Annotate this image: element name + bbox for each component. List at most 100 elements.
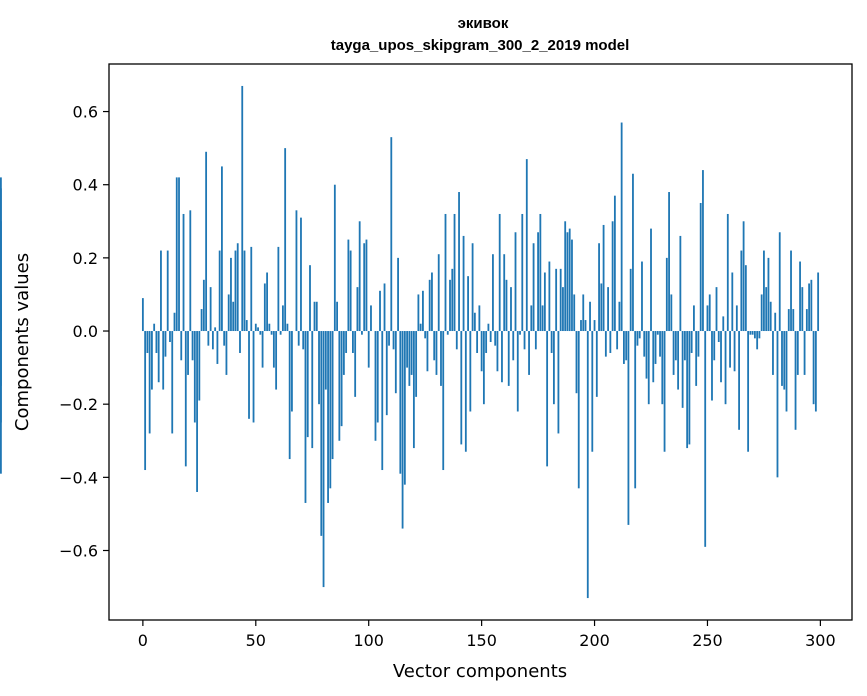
y-axis-ticks: −0.6 −0.4 −0.2 0.0 0.2 0.4 0.6 (59, 103, 109, 561)
bar-154 (489, 331, 492, 342)
bar-172 (530, 305, 533, 332)
bar-undefined (0, 331, 2, 474)
bar-49 (252, 331, 255, 423)
bar-212 (620, 122, 623, 332)
bar-90 (345, 331, 348, 353)
bar-290 (796, 331, 799, 375)
bar-194 (580, 320, 582, 332)
bar-26 (200, 309, 203, 332)
bar-155 (492, 254, 494, 332)
bar-293 (803, 331, 806, 375)
bar-225 (650, 228, 652, 332)
bar-7 (157, 331, 160, 383)
bar-139 (455, 331, 458, 350)
bar-273 (758, 331, 761, 339)
y-tick-label: −0.4 (59, 468, 98, 487)
bar-171 (528, 331, 530, 375)
bar-291 (799, 261, 801, 332)
bar-222 (643, 331, 646, 357)
bar-166 (516, 331, 519, 412)
bar-281 (776, 331, 779, 478)
bar-94 (354, 331, 357, 397)
bar-117 (406, 331, 409, 368)
bar-147 (473, 312, 476, 332)
bar-5 (153, 323, 156, 332)
bar-13 (171, 331, 174, 434)
x-axis-label: Vector components (393, 661, 567, 682)
bar-35 (221, 166, 223, 332)
bar-167 (519, 331, 521, 335)
bar-211 (618, 301, 621, 332)
bar-157 (496, 331, 499, 372)
bar-278 (769, 301, 772, 332)
bars-group (0, 85, 820, 599)
bar-31 (211, 331, 214, 350)
bar-176 (539, 213, 542, 332)
bar-80 (322, 331, 325, 588)
bar-168 (521, 213, 524, 332)
bar-16 (178, 177, 180, 332)
bar-129 (433, 331, 436, 361)
bar-57 (270, 331, 273, 335)
bar-51 (257, 327, 259, 332)
bar-46 (245, 320, 248, 332)
bar-261 (731, 272, 734, 332)
bar-219 (636, 331, 639, 346)
bar-92 (349, 250, 352, 332)
bar-43 (239, 331, 241, 353)
bar-91 (347, 239, 350, 332)
bar-180 (548, 261, 551, 332)
bar-36 (223, 331, 226, 346)
bar-192 (575, 331, 578, 394)
bar-41 (234, 250, 237, 332)
bar-9 (162, 331, 165, 390)
bar-169 (523, 331, 526, 350)
bar-40 (232, 301, 235, 332)
bar-196 (584, 320, 587, 332)
bar-105 (379, 290, 381, 332)
bar-137 (451, 268, 454, 332)
bar-116 (403, 331, 406, 485)
bar-270 (751, 331, 754, 335)
bar-177 (541, 305, 544, 332)
bar-181 (550, 331, 553, 353)
bar-110 (390, 137, 393, 332)
bar-263 (735, 305, 738, 332)
bar-224 (647, 331, 650, 405)
x-tick-label: 250 (692, 631, 723, 650)
bar-97 (361, 331, 363, 335)
bar-3 (148, 331, 151, 434)
bar-235 (672, 331, 675, 375)
plot-frame (108, 63, 853, 621)
bar-128 (431, 272, 433, 332)
x-tick-label: 200 (579, 631, 610, 650)
bar-193 (577, 331, 580, 489)
bar-266 (742, 221, 745, 332)
bar-87 (338, 331, 341, 441)
bar-186 (562, 287, 564, 332)
bar-78 (318, 331, 320, 405)
bar-183 (555, 268, 558, 332)
bar-134 (444, 213, 447, 332)
bar-159 (501, 331, 503, 383)
bar-153 (487, 323, 490, 332)
bar-210 (616, 331, 619, 350)
bar-298 (814, 331, 817, 412)
bar-56 (268, 323, 271, 332)
bar-151 (482, 331, 485, 405)
bar-111 (392, 331, 395, 350)
bar-48 (250, 246, 253, 332)
bar-132 (440, 331, 442, 386)
bar-44 (241, 85, 244, 332)
bar-120 (412, 331, 415, 449)
bar-18 (182, 213, 185, 332)
bar-158 (498, 213, 501, 332)
bar-237 (677, 331, 680, 390)
bar-182 (552, 331, 555, 405)
bar-72 (304, 331, 307, 503)
x-tick-label: 100 (353, 631, 384, 650)
bar-160 (503, 254, 506, 332)
bar-123 (419, 323, 422, 332)
bar-54 (263, 283, 266, 332)
